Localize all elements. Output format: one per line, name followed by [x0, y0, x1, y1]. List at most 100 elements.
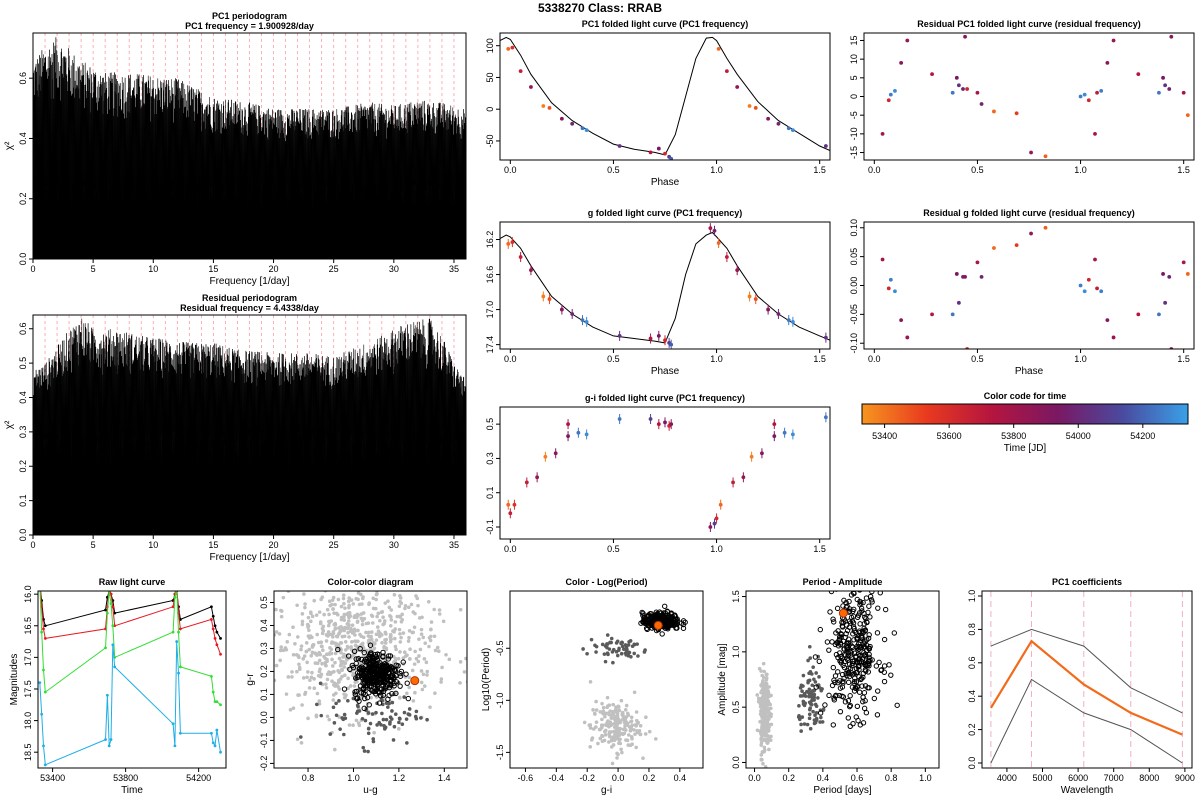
color-color-ref-point — [374, 632, 379, 637]
color-color-ref-point — [374, 597, 378, 602]
gi-folded-point — [617, 417, 622, 421]
pc1-folded-ytick-label: 100 — [485, 38, 495, 53]
raw-lc-ytick-label: 17.0 — [23, 649, 33, 667]
raw-lc-series-point — [104, 608, 107, 612]
period-amplitude-class-point — [876, 659, 882, 666]
raw-lc-series-point — [107, 744, 111, 748]
color-color-ref-point — [336, 597, 341, 602]
period-amplitude-class-point — [861, 705, 868, 712]
color-color-ref-point — [297, 662, 301, 667]
color-logperiod-class-point — [658, 616, 664, 622]
color-logperiod-ref-point — [638, 724, 643, 728]
color-logperiod-ref-point — [634, 718, 639, 723]
color-color-ref-point — [369, 613, 374, 618]
raw-lc-series-point — [178, 627, 182, 631]
color-color-ref-point — [383, 641, 388, 645]
color-color-ref-point — [337, 699, 341, 703]
pc1-periodogram-subtitle: PC1 frequency = 1.900928/day — [185, 21, 314, 31]
color-color-ytick-label: 0.3 — [259, 642, 269, 655]
period-amplitude-ref-point — [809, 694, 813, 698]
period-amplitude-class-point — [853, 629, 859, 636]
color-color-ref-point — [366, 630, 371, 635]
period-amplitude-class-point — [863, 595, 870, 601]
period-amplitude-class-point — [871, 695, 878, 702]
color-logperiod-ref-point — [623, 708, 628, 712]
resid-pc1-folded-point — [899, 60, 904, 65]
color-logperiod-ref-point — [588, 726, 593, 730]
period-amplitude-class-point — [874, 712, 881, 718]
pc1-coefficients-panel: PC1 coefficients 4000 5000 6000 7000 8000 9000… — [967, 577, 1195, 796]
color-color-ref-point — [439, 677, 444, 681]
raw-lc-series-2 — [39, 591, 221, 706]
period-amplitude-ref-point — [805, 722, 810, 727]
color-color-ref-point — [354, 596, 359, 601]
gi-folded-point — [553, 451, 558, 456]
color-color-ref-point — [432, 607, 437, 612]
color-logperiod-panel: Color - Log(Period) -0.6 -0.4 -0.2 0.0 0.2 0.4… — [481, 577, 704, 796]
pc1-folded-plot-area — [500, 33, 830, 160]
pc1-coefficients-ytick-label: 0.8 — [967, 623, 977, 636]
period-amplitude-class-point — [838, 653, 844, 660]
resid-pc1-folded-point — [1029, 150, 1033, 155]
color-logperiod-xtick-label: -0.6 — [518, 773, 534, 783]
color-color-ref-point — [342, 569, 346, 573]
period-amplitude-class-point — [833, 651, 840, 658]
period-amplitude-ref-point — [765, 773, 769, 777]
resid-g-folded-point — [992, 246, 996, 250]
color-color-class-point — [368, 650, 374, 656]
color-color-ytick-label: -0.2 — [259, 756, 269, 772]
gi-folded-point — [741, 475, 746, 480]
color-logperiod-ref-point — [594, 708, 599, 712]
color-code-panel: Color code for time 53400 53600 53800 54000 5… — [861, 391, 1189, 454]
color-color-class-point — [395, 663, 401, 669]
resid-g-folded-title: Residual g folded light curve (residual … — [923, 208, 1135, 218]
raw-lc-series-point — [219, 703, 222, 707]
resid-pc1-folded-ytick-label: 15 — [849, 35, 859, 45]
color-color-ref-point — [308, 678, 312, 683]
g-folded-plot-area — [500, 223, 830, 349]
g-folded-point — [735, 268, 740, 273]
period-amplitude-ref-point — [821, 707, 826, 712]
color-color-ref-point — [368, 647, 373, 651]
pc1-folded-point — [559, 116, 564, 121]
period-amplitude-xtick-label: 0.8 — [885, 773, 898, 783]
color-color-ref-point — [333, 747, 337, 752]
gi-folded-point — [823, 415, 828, 420]
color-color-ref-point — [423, 641, 428, 646]
color-logperiod-class-point — [682, 619, 688, 625]
gi-folded-point — [708, 525, 713, 529]
color-color-class-point — [369, 688, 375, 694]
resid-periodogram-xtick-label: 25 — [329, 540, 339, 550]
color-logperiod-ref-point — [609, 730, 613, 734]
color-color-ref-point — [300, 622, 305, 627]
color-color-class-point — [362, 671, 368, 677]
resid-pc1-folded-point — [965, 87, 970, 91]
color-logperiod-xtick-label: -0.4 — [549, 773, 565, 783]
period-amplitude-class-point — [882, 606, 889, 613]
period-amplitude-class-point — [844, 627, 851, 634]
color-logperiod-ref-point — [589, 637, 594, 642]
period-amplitude-ref-point — [809, 702, 814, 707]
resid-pc1-folded-point — [1086, 98, 1091, 103]
color-color-ref-point — [274, 607, 278, 612]
color-color-ref-point — [387, 701, 391, 706]
color-logperiod-ref-point — [635, 642, 639, 646]
color-color-ref-point — [347, 723, 352, 727]
color-logperiod-ref-point — [605, 695, 610, 700]
color-color-target-point — [410, 676, 420, 686]
color-color-ref-point — [464, 656, 467, 661]
g-folded-frame — [499, 221, 831, 350]
color-color-ref-point — [417, 654, 421, 658]
color-color-ref-point — [331, 595, 336, 600]
raw-lc-xtick-label: 54200 — [186, 773, 211, 783]
resid-g-folded-point — [1111, 335, 1116, 340]
period-amplitude-class-point — [855, 717, 861, 724]
color-color-ref-point — [416, 659, 421, 664]
period-amplitude-class-point — [854, 596, 860, 603]
g-folded-xtick-label: 1.5 — [813, 354, 826, 364]
resid-g-folded-point — [930, 312, 934, 317]
color-color-class-point — [366, 665, 372, 671]
color-color-ref-point — [347, 596, 351, 600]
resid-pc1-folded-point — [1157, 90, 1161, 95]
